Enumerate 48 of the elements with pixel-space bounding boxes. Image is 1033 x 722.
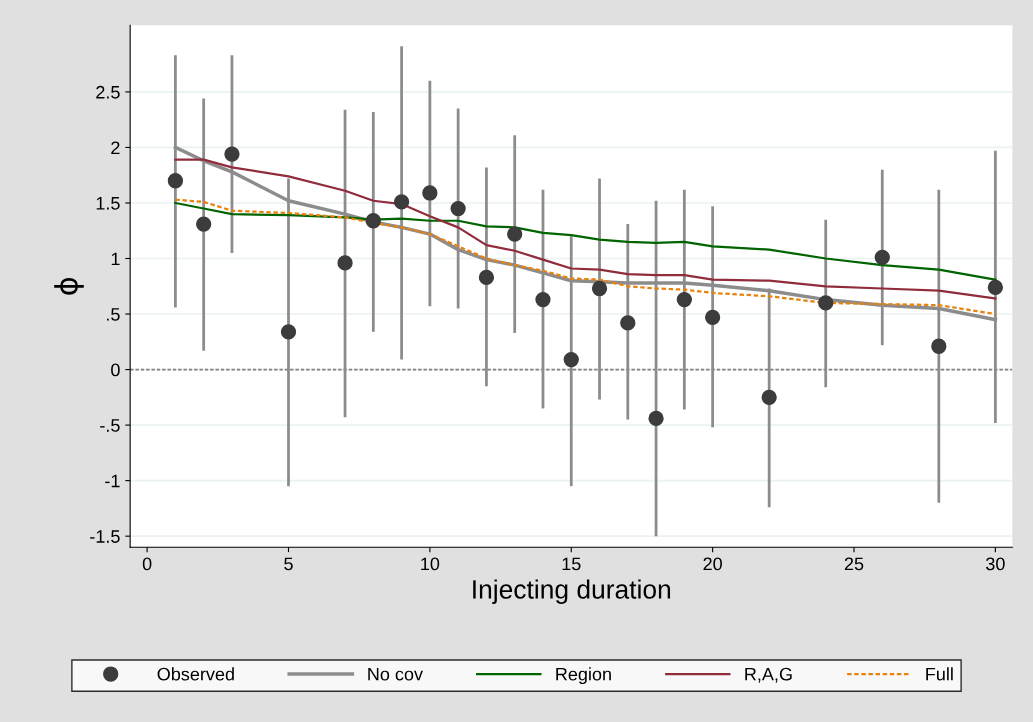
point <box>393 194 410 210</box>
x-tick-label: 0 <box>142 557 152 571</box>
point <box>280 324 297 340</box>
y-tick-label: 2.5 <box>96 85 120 99</box>
point <box>648 410 664 427</box>
x-tick-label: 10 <box>421 557 440 571</box>
x-axis-title: Injecting duration <box>473 579 671 604</box>
point <box>620 315 636 331</box>
x-tick-label: 25 <box>844 557 864 571</box>
x-tick-label: 15 <box>562 557 581 571</box>
line-series <box>174 158 997 300</box>
x-tick-label: 5 <box>284 557 293 571</box>
legend-label: No cov <box>368 667 423 681</box>
y-tick-label: -.5 <box>100 419 120 432</box>
point <box>478 269 495 286</box>
point <box>676 291 692 308</box>
legend-label: Region <box>556 667 611 685</box>
point <box>535 291 551 308</box>
y-tick-label: 1 <box>111 252 120 266</box>
point <box>931 338 947 354</box>
y-tick-label: .5 <box>107 308 120 321</box>
y-axis-title: ϕ <box>54 277 84 295</box>
point <box>224 146 240 162</box>
point <box>563 351 579 368</box>
line-series <box>174 198 997 316</box>
x-tick-label: 20 <box>703 557 722 571</box>
y-tick-label: 0 <box>111 363 120 377</box>
y-tick-label: 2 <box>111 141 120 154</box>
point <box>422 185 438 201</box>
point <box>704 309 721 326</box>
point <box>167 173 184 189</box>
point <box>818 295 834 311</box>
point <box>365 213 381 229</box>
point <box>591 280 608 297</box>
y-tick-label: -1.5 <box>90 530 120 543</box>
point <box>987 279 1004 296</box>
legend-label: Observed <box>157 667 234 681</box>
y-tick-label: 1.5 <box>96 197 120 210</box>
point <box>196 216 212 232</box>
legend-label: R,A,G <box>745 667 792 683</box>
point <box>761 389 777 405</box>
point <box>337 255 353 271</box>
x-tick-label: 30 <box>986 557 1005 571</box>
point <box>874 249 890 266</box>
point <box>450 200 466 217</box>
legend-label: Full <box>926 667 953 681</box>
point <box>507 226 523 242</box>
y-tick-label: -1 <box>105 474 120 488</box>
